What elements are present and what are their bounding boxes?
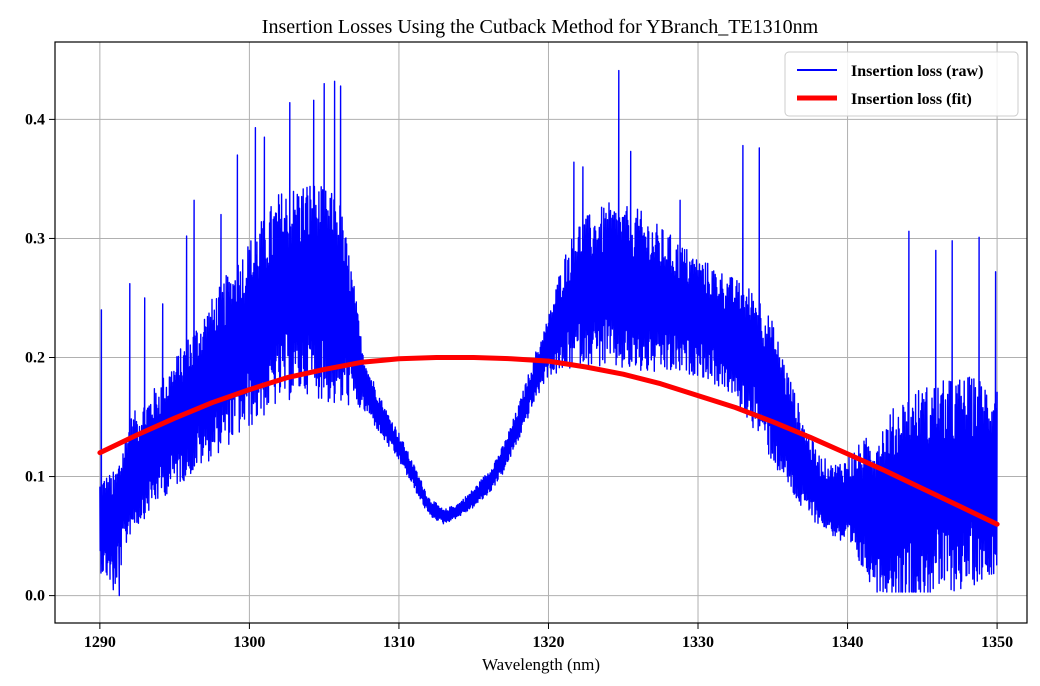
y-tick-label: 0.4 (25, 111, 45, 128)
x-tick-label: 1340 (832, 634, 864, 651)
legend-entry: Insertion loss (fit) (851, 91, 972, 108)
series-line-raw (99, 69, 998, 597)
series-line-fit (97, 355, 1000, 527)
plot-area (97, 69, 1000, 597)
x-tick-label: 1330 (682, 634, 714, 651)
y-tick-label: 0.1 (25, 469, 45, 486)
y-tick-label: 0.3 (25, 230, 45, 247)
x-tick-label: 1350 (981, 634, 1013, 651)
y-tick-label: 0.2 (25, 350, 45, 367)
legend-entry: Insertion loss (raw) (851, 63, 983, 80)
legend-box (784, 51, 1019, 117)
y-tick-label: 0.0 (25, 588, 45, 605)
x-tick-label: 1290 (84, 634, 116, 651)
x-tick-label: 1320 (532, 634, 564, 651)
x-axis-label: Wavelength (nm) (482, 655, 600, 674)
x-axis-ticks: 1290 1300 1310 1320 1330 1340 1350 (84, 623, 1013, 651)
legend: Insertion loss (raw) Insertion loss (fit) (784, 51, 1019, 117)
x-tick-label: 1300 (233, 634, 265, 651)
y-axis-ticks: 0.0 0.1 0.2 0.3 0.4 (25, 111, 55, 605)
x-tick-label: 1310 (383, 634, 415, 651)
chart-title: Insertion Losses Using the Cutback Metho… (262, 16, 819, 38)
plot-frame (54, 41, 1028, 624)
